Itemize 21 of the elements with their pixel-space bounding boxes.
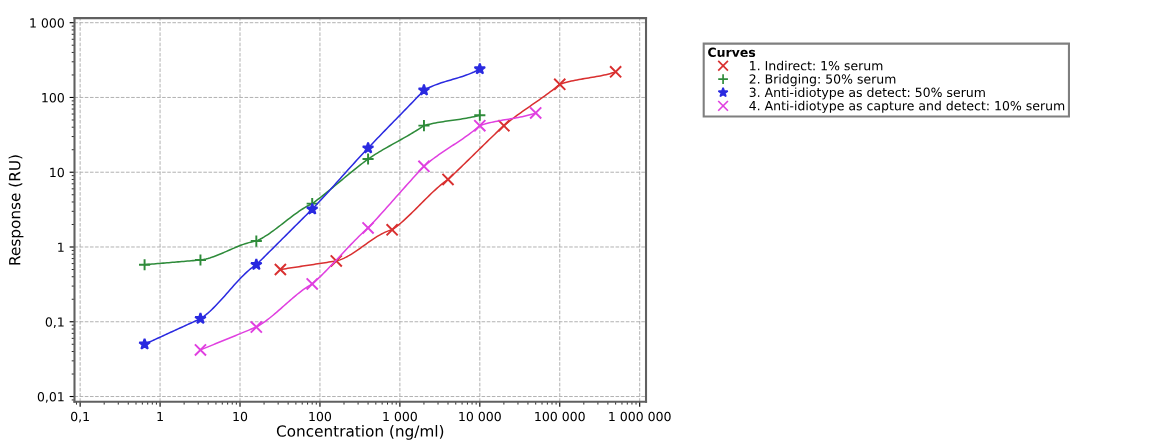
y-tick-label: 0,1 [45,317,64,328]
legend-label: 3. Anti-idiotype as detect: 50% serum [749,87,985,100]
y-tick-label: 1 [58,242,64,252]
x-tick-label: 0,1 [71,411,89,423]
y-tick-label: 100 [42,92,64,103]
legend-title: Curves [708,47,756,58]
x-tick-label: 1 [157,411,163,422]
x-tick-label: 10 [233,411,248,422]
x-tick-label: 10 000 [459,411,501,422]
y-axis-title: Response (RU) [8,155,24,265]
x-axis-title: Concentration (ng/ml) [276,425,444,440]
x-tick-label: 100 [309,411,332,422]
x-tick-label: 1 000 [383,411,417,422]
legend-label: 1. Indirect: 1% serum [750,60,883,71]
legend-label: 4. Anti-idiotype as capture and detect: 10% serum [749,100,1065,113]
legend-label: 2. Bridging: 50% serum [749,74,896,87]
y-tick-label: 10 [50,167,64,178]
x-tick-label: 1 000 000 [609,411,671,422]
y-tick-label: 1 000 [30,18,64,28]
x-tick-label: 100 000 [535,411,585,422]
y-tick-label: 0,01 [37,392,64,403]
